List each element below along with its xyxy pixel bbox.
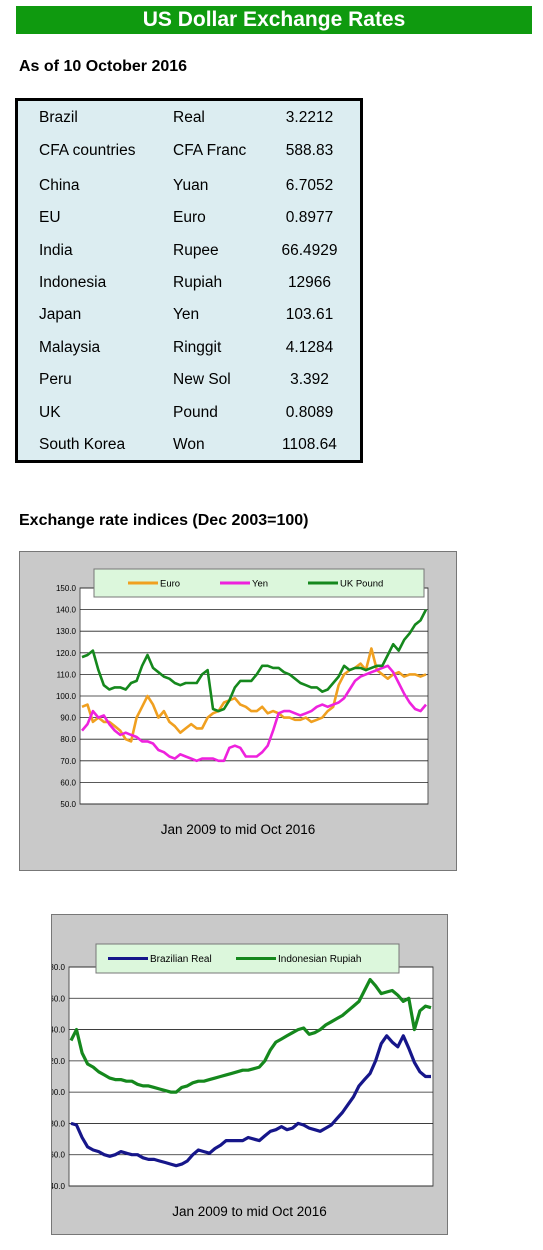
table-row: India Rupee 66.4929 — [18, 242, 360, 266]
y-tick-label: 40.0 — [52, 1182, 66, 1191]
y-tick-label: 110.0 — [57, 670, 77, 679]
y-tick-label: 60.0 — [60, 778, 76, 787]
chart-real-rupiah: 180.0 160.0 140.0 120.0 100.0 80.0 60.0 40.0 Bra… — [52, 943, 434, 1191]
y-tick-label: 180.0 — [52, 963, 66, 972]
table-row: CFA countries CFA Franc 588.83 — [18, 142, 360, 166]
country-cell: Indonesia — [39, 274, 107, 291]
country-cell: India — [39, 242, 73, 259]
indices-heading: Exchange rate indices (Dec 2003=100) — [19, 512, 309, 529]
legend-label: Brazilian Real — [150, 954, 212, 965]
exchange-rates-table: Brazil Real 3.2212 CFA countries CFA Franc 58… — [15, 98, 363, 463]
page-title: US Dollar Exchange Rates — [16, 6, 532, 34]
country-cell: Brazil — [39, 109, 78, 126]
chart-indices-caption: Jan 2009 to mid Oct 2016 — [160, 822, 316, 837]
country-cell: EU — [39, 209, 61, 226]
currency-cell: Rupiah — [173, 274, 223, 291]
currency-cell: New Sol — [173, 371, 231, 388]
chart-indices: 150.0 140.0 130.0 120.0 110.0 100.0 90.0 80.0 70… — [56, 568, 429, 809]
rate-cell: 0.8089 — [285, 404, 334, 421]
table-row: Japan Yen 103.61 — [18, 306, 360, 330]
y-tick-label: 150.0 — [56, 584, 77, 593]
as-of-date: As of 10 October 2016 — [19, 58, 188, 75]
series-line-uk-pound — [81, 609, 428, 713]
y-tick-label: 90.0 — [60, 714, 76, 723]
country-cell: Malaysia — [39, 339, 101, 356]
y-tick-label: 130.0 — [56, 627, 77, 636]
y-tick-label: 80.0 — [52, 1119, 66, 1128]
currency-cell: Won — [173, 436, 205, 453]
country-cell: CFA countries — [39, 142, 136, 159]
series-line-indonesian-rupiah — [69, 977, 432, 1094]
table-row: EU Euro 0.8977 — [18, 209, 360, 233]
currency-cell: Real — [173, 109, 205, 126]
y-tick-label: 120.0 — [52, 1057, 66, 1066]
country-cell: Japan — [39, 306, 82, 323]
rate-cell: 3.2212 — [285, 109, 334, 126]
y-tick-label: 80.0 — [60, 735, 76, 744]
country-cell: UK — [39, 404, 61, 421]
table-row: Peru New Sol 3.392 — [18, 371, 360, 395]
currency-cell: Pound — [173, 404, 218, 421]
y-tick-label: 100.0 — [52, 1088, 66, 1097]
plot-area — [68, 966, 434, 1187]
country-cell: South Korea — [39, 436, 126, 453]
table-row: Brazil Real 3.2212 — [18, 109, 360, 133]
table-row: Malaysia Ringgit 4.1284 — [18, 339, 360, 363]
y-tick-label: 140.0 — [56, 606, 77, 615]
rate-cell: 66.4929 — [281, 242, 338, 259]
currency-cell: Euro — [173, 209, 206, 226]
chart-real-rupiah-caption: Jan 2009 to mid Oct 2016 — [172, 1204, 327, 1219]
rate-cell: 0.8977 — [285, 209, 334, 226]
legend-label: Yen — [252, 579, 268, 590]
currency-cell: Yuan — [173, 177, 209, 194]
legend-label: Indonesian Rupiah — [278, 954, 361, 965]
y-tick-label: 70.0 — [60, 757, 76, 766]
rate-cell: 588.83 — [285, 142, 334, 159]
rate-cell: 103.61 — [285, 306, 334, 323]
rate-cell: 4.1284 — [285, 339, 334, 356]
legend-label: UK Pound — [340, 579, 383, 590]
series-line-yen — [81, 664, 427, 763]
rate-cell: 3.392 — [290, 371, 329, 388]
chart-real-rupiah-panel: 180.0 160.0 140.0 120.0 100.0 80.0 60.0 40.0 Bra… — [51, 914, 448, 1235]
y-tick-label: 60.0 — [52, 1151, 66, 1160]
y-tick-label: 50.0 — [60, 800, 76, 809]
y-tick-label: 140.0 — [52, 1026, 66, 1035]
rate-cell: 6.7052 — [285, 177, 334, 194]
table-row: Indonesia Rupiah 12966 — [18, 274, 360, 298]
series-line-euro — [81, 647, 427, 743]
currency-cell: Ringgit — [173, 339, 222, 356]
currency-cell: Rupee — [173, 242, 219, 259]
table-row: UK Pound 0.8089 — [18, 404, 360, 428]
rate-cell: 12966 — [287, 274, 332, 291]
currency-cell: Yen — [173, 306, 200, 323]
country-cell: Peru — [39, 371, 72, 388]
table-row: South Korea Won 1108.64 — [18, 436, 360, 460]
rate-cell: 1108.64 — [282, 436, 337, 453]
country-cell: China — [39, 177, 80, 194]
y-tick-label: 160.0 — [52, 994, 66, 1003]
table-row: China Yuan 6.7052 — [18, 177, 360, 201]
y-tick-label: 120.0 — [56, 649, 77, 658]
currency-cell: CFA Franc — [173, 142, 247, 159]
series-line-brazilian-real — [70, 1034, 431, 1168]
legend-label: Euro — [160, 579, 180, 590]
chart-indices-panel: 150.0 140.0 130.0 120.0 110.0 100.0 90.0 80.0 70… — [19, 551, 457, 871]
y-tick-label: 100.0 — [56, 692, 77, 701]
